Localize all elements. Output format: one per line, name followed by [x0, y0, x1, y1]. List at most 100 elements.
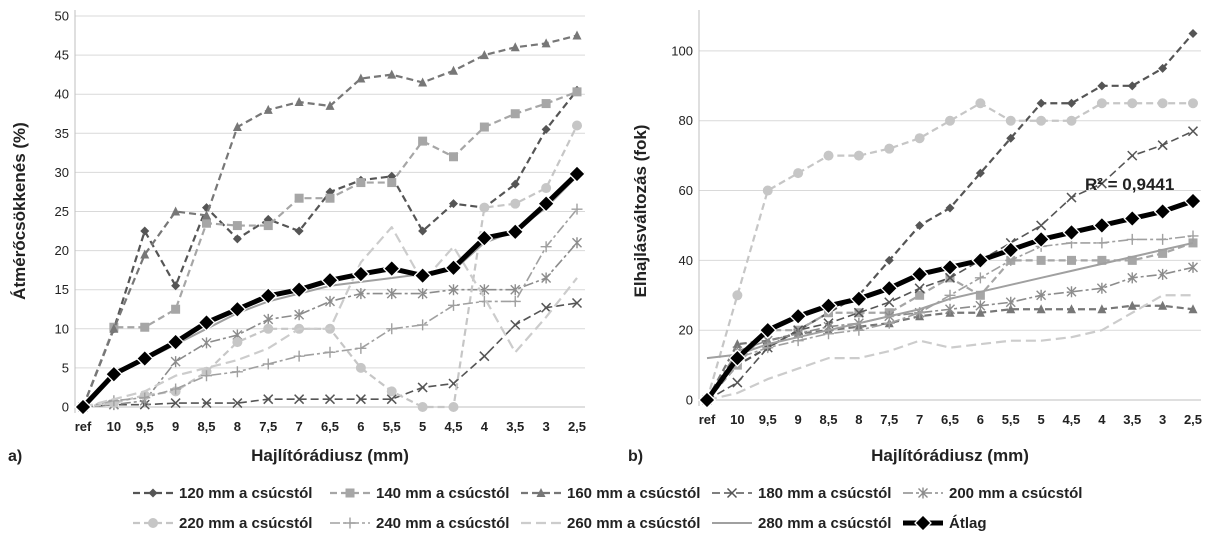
data-point	[944, 272, 956, 283]
data-point	[1067, 98, 1076, 108]
data-point	[263, 221, 273, 231]
data-point	[572, 237, 582, 249]
data-point	[1066, 192, 1077, 203]
y-tick-label: 15	[55, 282, 69, 297]
x-tick-label: 3,5	[506, 419, 524, 434]
data-point	[140, 249, 150, 259]
data-point	[202, 210, 211, 220]
series-10	[698, 192, 1202, 409]
data-point	[1127, 272, 1138, 284]
data-point	[1096, 178, 1107, 189]
data-point	[262, 358, 274, 370]
data-point	[1157, 268, 1168, 280]
data-point	[762, 185, 773, 196]
data-point	[1006, 133, 1016, 143]
y-tick-label: 10	[55, 321, 69, 336]
data-point	[1127, 81, 1137, 91]
data-point	[387, 178, 397, 188]
data-point	[448, 284, 459, 296]
data-point	[294, 394, 305, 405]
data-point	[728, 349, 747, 368]
legend-marker	[918, 487, 928, 499]
data-point	[572, 120, 582, 131]
data-point	[263, 313, 274, 325]
series-line	[81, 89, 578, 408]
data-point	[386, 323, 398, 335]
data-point	[1158, 300, 1168, 310]
data-point	[449, 65, 458, 75]
data-point	[351, 265, 370, 283]
x-tick-label: 8,5	[819, 412, 837, 427]
data-point	[232, 398, 243, 409]
y-tick-label: 35	[55, 126, 69, 141]
data-point	[139, 392, 151, 404]
data-point	[418, 136, 428, 146]
legend-label: 260 mm a csúcstól	[567, 515, 700, 532]
data-point	[1097, 81, 1107, 91]
x-tick-label: 6	[357, 419, 364, 434]
data-point	[1123, 209, 1142, 228]
r-squared-annotation: R² = 0,9441	[1085, 175, 1174, 194]
x-axis-title: Hajlítórádiusz (mm)	[871, 446, 1029, 465]
data-point	[417, 402, 428, 412]
data-point	[1157, 140, 1168, 151]
legend-marker	[726, 487, 738, 499]
data-point	[232, 337, 243, 348]
x-tick-label: 5,5	[1002, 412, 1020, 427]
data-point	[449, 152, 458, 162]
legend-marker	[914, 514, 932, 532]
data-point	[356, 178, 366, 188]
data-point	[448, 299, 459, 311]
chart-panel-b: 0 20 40 60 80 100 ref 10 9,5 9 8,5 8 7,5 7 6,5 6 5,5 5 4,5…	[628, 10, 1202, 465]
data-point	[386, 288, 397, 300]
data-point	[386, 386, 397, 397]
data-point	[1188, 261, 1198, 273]
data-point	[1036, 220, 1047, 231]
data-point	[325, 295, 335, 307]
panel-label: b)	[628, 448, 643, 465]
data-point	[910, 265, 929, 284]
data-point	[1188, 98, 1198, 109]
x-tick-label: 9,5	[136, 419, 154, 434]
series-1	[78, 85, 582, 412]
series-9	[706, 241, 1194, 360]
data-point	[974, 272, 986, 284]
data-point	[793, 168, 804, 179]
y-tick-label: 0	[686, 393, 693, 408]
legend-item: 260 mm a csúcstól	[521, 515, 700, 532]
data-point	[387, 69, 397, 79]
data-point	[140, 322, 150, 332]
legend-marker	[345, 488, 355, 498]
data-point	[1126, 233, 1138, 245]
data-point	[74, 398, 92, 416]
data-point	[1096, 237, 1108, 249]
data-point	[355, 362, 366, 373]
x-tick-label: 9,5	[759, 412, 777, 427]
data-point	[853, 307, 864, 318]
data-point	[506, 222, 525, 241]
x-tick-label: 2,5	[568, 419, 586, 434]
data-point	[537, 194, 556, 213]
data-point	[571, 203, 583, 215]
data-point	[294, 193, 304, 203]
data-point	[1006, 304, 1016, 314]
data-point	[417, 319, 429, 331]
legend-label: Átlag	[949, 515, 987, 532]
y-tick-label: 40	[55, 87, 69, 102]
legend-item: 180 mm a csúcstól	[712, 485, 891, 502]
panel-label: a)	[8, 448, 22, 465]
y-axis-title: Átmérőcsökkenés (%)	[10, 122, 29, 300]
data-point	[1127, 98, 1138, 109]
legend-marker	[148, 518, 158, 528]
legend: 120 mm a csúcstól 140 mm a csúcstól 160 mm…	[133, 485, 1082, 532]
data-point	[263, 394, 274, 405]
series-3	[702, 300, 1198, 405]
legend-item: 120 mm a csúcstól	[133, 485, 312, 502]
data-point	[1036, 304, 1046, 314]
data-point	[732, 339, 742, 349]
data-point	[572, 30, 582, 40]
data-point	[915, 220, 925, 230]
data-point	[259, 287, 278, 305]
series-line	[705, 102, 1193, 401]
data-point	[1153, 202, 1172, 221]
